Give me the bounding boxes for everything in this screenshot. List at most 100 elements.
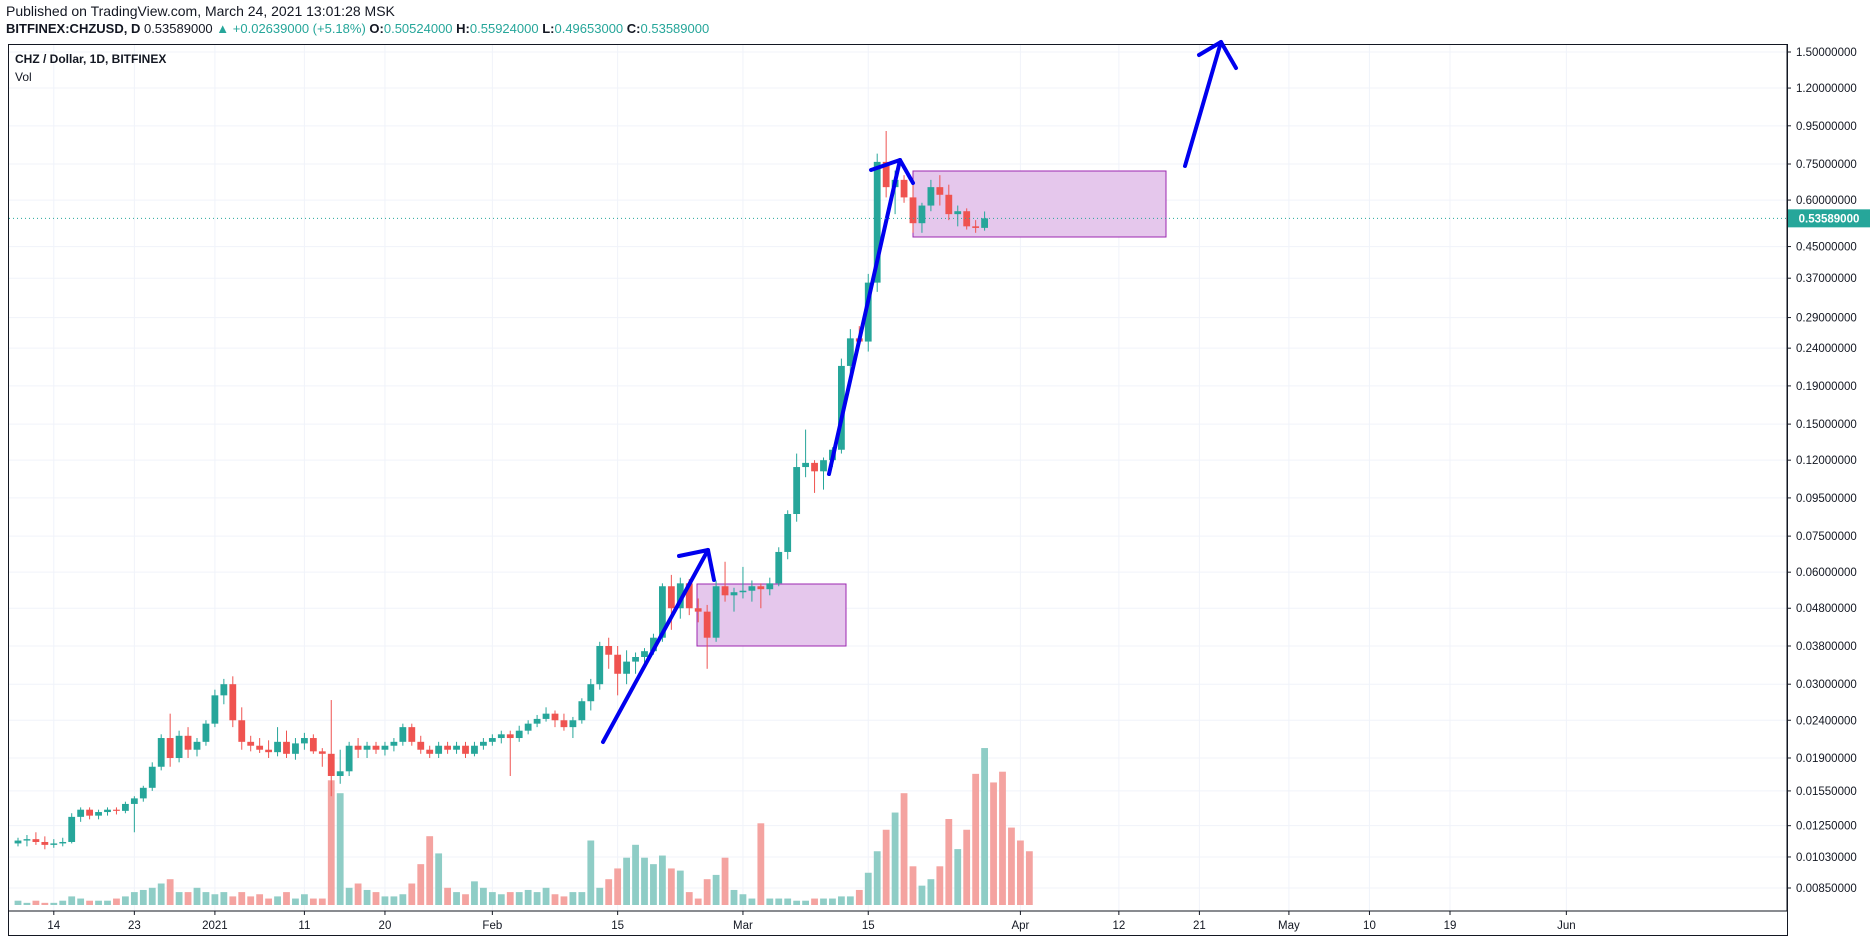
candle-body (318, 751, 326, 754)
arrow-three[interactable] (1183, 40, 1223, 168)
change-arrow-icon: ▲ (216, 21, 230, 36)
last-price-label: 0.53589000 (1799, 213, 1860, 225)
volume-bar (587, 840, 595, 905)
volume-bar (712, 874, 720, 905)
close-value: 0.53589000 (640, 21, 710, 36)
volume-bar (838, 896, 845, 905)
volume-bars (14, 748, 1033, 905)
volume-bar (614, 868, 622, 905)
time-tick-label: Jun (1557, 920, 1576, 932)
volume-bar (256, 894, 264, 905)
volume-bar (157, 883, 165, 905)
volume-bar (524, 889, 532, 905)
volume-bar (802, 900, 809, 905)
volume-bar (408, 883, 416, 905)
candle-body (372, 745, 380, 750)
price-tick-label: 0.45000000 (1796, 242, 1857, 254)
price-tick-label: 0.12000000 (1796, 455, 1857, 467)
series-legend[interactable]: CHZ / Dollar, 1D, BITFINEX (15, 52, 167, 66)
candle-body (605, 645, 613, 655)
volume-bar (784, 898, 792, 905)
volume-bar (381, 896, 389, 905)
price-tick-label: 0.00850000 (1796, 883, 1857, 895)
candle-body (175, 735, 183, 759)
candle-body (354, 745, 362, 750)
candle-body (77, 809, 85, 817)
candle-body (515, 730, 523, 739)
candle-body (712, 586, 720, 638)
candle-body (685, 583, 693, 609)
arrow-one[interactable] (601, 548, 710, 744)
volume-bar (703, 879, 711, 905)
volume-bar (972, 773, 980, 905)
candle-body (363, 745, 371, 750)
candle-body (274, 741, 281, 753)
candle-body (497, 734, 505, 739)
volume-bar (462, 894, 469, 905)
volume-bar (936, 866, 944, 905)
candle-body (238, 720, 246, 742)
candle-body (157, 738, 165, 767)
volume-bar (318, 898, 326, 905)
volume-bar (694, 898, 702, 905)
volume-bar (283, 892, 290, 905)
candle-body (265, 749, 272, 753)
volume-bar (59, 900, 67, 905)
candle-body (909, 197, 917, 224)
price-tick-label: 0.06000000 (1796, 567, 1857, 579)
volume-bar (981, 748, 988, 905)
volume-bar (721, 857, 729, 905)
close-label: C: (626, 21, 641, 36)
candle-body (166, 738, 174, 759)
candle-body (623, 661, 630, 674)
price-axis[interactable]: 1.50000000 1.20000000 0.95000000 0.75000000… (1786, 45, 1857, 911)
last-price-line: 0.53589000 (9, 209, 1870, 228)
volume-bar (238, 892, 246, 905)
candle-body (390, 741, 398, 746)
candle-body (775, 551, 783, 584)
volume-bar (999, 771, 1006, 905)
candle-body (945, 194, 953, 215)
price-tick-label: 0.01900000 (1796, 753, 1857, 765)
volume-bar (829, 898, 836, 905)
price-tick-label: 0.60000000 (1796, 195, 1857, 207)
volume-bar (909, 866, 917, 905)
candle-body (739, 590, 747, 593)
volume-bar (274, 896, 281, 905)
price-tick-label: 0.29000000 (1796, 313, 1857, 325)
candle-body (802, 462, 809, 468)
time-tick-label: 23 (128, 920, 141, 932)
time-axis[interactable]: 14 23 2021 11 20 Feb 15 Mar 15 Apr 12 21 May 10 19 Jun (9, 910, 1787, 932)
candle-body (41, 841, 49, 845)
volume-bar (632, 844, 639, 905)
high-value: 0.55924000 (469, 21, 539, 36)
time-tick-label: 12 (1112, 920, 1125, 932)
candle-body (972, 226, 980, 228)
range-box-march[interactable] (912, 170, 1167, 238)
volume-bar (730, 889, 738, 905)
arrow-two[interactable] (827, 158, 902, 476)
price-tick-label: 0.07500000 (1796, 531, 1857, 543)
candle-body (301, 738, 308, 744)
volume-bar (488, 892, 496, 905)
time-tick-label: 14 (47, 920, 60, 932)
candle-body (730, 592, 738, 596)
volume-legend[interactable]: Vol (15, 70, 32, 84)
volume-bar (345, 887, 353, 905)
candle-body (220, 684, 228, 696)
candle-body (292, 743, 299, 754)
candle-body (408, 727, 416, 742)
candle-body (139, 787, 147, 799)
candle-body (453, 745, 460, 750)
candle-body (793, 467, 801, 515)
volume-bar (855, 889, 863, 905)
volume-bar (766, 898, 774, 905)
time-tick-label: 2021 (202, 920, 228, 932)
volume-bar (471, 881, 478, 905)
volume-bar (676, 870, 684, 905)
volume-bar (882, 829, 890, 905)
volume-bar (497, 894, 505, 905)
change-value: +0.02639000 (+5.18%) (232, 21, 366, 36)
volume-bar (193, 887, 201, 905)
